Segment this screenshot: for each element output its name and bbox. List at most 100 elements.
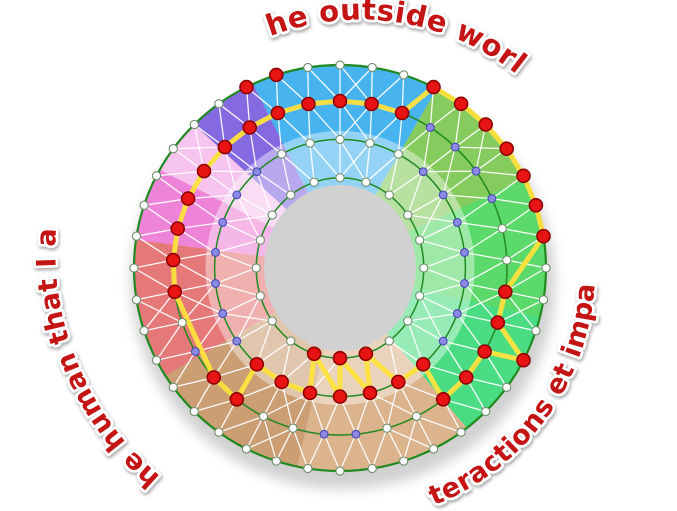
node-white-r3-7[interactable]: [403, 316, 413, 326]
node-red-r3-11[interactable]: [306, 346, 322, 362]
node-white-r0-39[interactable]: [303, 62, 313, 73]
node-white-r0-17[interactable]: [428, 444, 439, 454]
node-white-r2-25[interactable]: [305, 138, 315, 148]
node-purple-r2-17[interactable]: [232, 336, 242, 346]
node-white-r3-19[interactable]: [309, 177, 319, 187]
node-white-r0-10[interactable]: [541, 263, 551, 273]
node-red-r1-1[interactable]: [364, 96, 379, 112]
node-white-r0-20[interactable]: [335, 466, 345, 476]
node-white-r3-13[interactable]: [267, 316, 277, 326]
node-white-r3-1[interactable]: [361, 177, 371, 187]
node-white-r2-1[interactable]: [365, 138, 375, 148]
node-purple-r2-22[interactable]: [232, 190, 242, 200]
node-white-r0-22[interactable]: [271, 456, 281, 466]
node-white-r0-26[interactable]: [168, 382, 178, 392]
node-red-r1-31[interactable]: [270, 105, 286, 121]
node-white-r3-3[interactable]: [403, 210, 413, 220]
node-purple-r1-17[interactable]: [319, 429, 329, 439]
node-red-r3-10[interactable]: [332, 350, 348, 366]
node-white-r0-15[interactable]: [481, 406, 491, 417]
node-white-r3-17[interactable]: [267, 210, 277, 220]
node-white-r2-2[interactable]: [393, 149, 403, 159]
node-white-r0-34[interactable]: [168, 144, 178, 154]
node-purple-r2-23[interactable]: [252, 167, 262, 177]
node-white-r0-19[interactable]: [367, 463, 377, 474]
node-white-r0-36[interactable]: [214, 99, 224, 109]
node-red-r0-13[interactable]: [516, 352, 531, 368]
node-red-r1-20[interactable]: [229, 391, 245, 407]
node-red-r1-30[interactable]: [242, 120, 257, 135]
node-white-r3-6[interactable]: [415, 291, 425, 301]
node-white-r0-0[interactable]: [335, 60, 345, 70]
node-white-r3-18[interactable]: [286, 190, 296, 200]
node-white-r0-31[interactable]: [131, 231, 142, 241]
node-purple-r1-3[interactable]: [425, 123, 435, 132]
node-purple-r2-5[interactable]: [452, 217, 462, 227]
node-white-r1-7[interactable]: [497, 223, 507, 234]
node-white-r3-5[interactable]: [419, 263, 429, 273]
node-purple-r2-20[interactable]: [211, 248, 220, 257]
node-purple-r2-19[interactable]: [211, 279, 220, 288]
node-white-r0-11[interactable]: [538, 295, 549, 305]
node-white-r1-8[interactable]: [502, 255, 512, 265]
node-red-r0-4[interactable]: [453, 96, 469, 112]
node-red-r1-29[interactable]: [217, 139, 233, 155]
node-white-r3-4[interactable]: [415, 235, 425, 245]
node-red-r1-32[interactable]: [301, 96, 316, 112]
sector-blue[interactable]: [252, 65, 437, 195]
node-white-r0-28[interactable]: [139, 326, 149, 336]
node-red-r2-14[interactable]: [302, 385, 318, 401]
node-red-r2-12[interactable]: [362, 385, 378, 401]
node-white-r0-25[interactable]: [189, 406, 199, 417]
node-red-r0-7[interactable]: [516, 168, 531, 184]
node-red-r1-13[interactable]: [435, 391, 451, 407]
node-purple-r2-18[interactable]: [218, 309, 228, 319]
node-red-r1-9[interactable]: [497, 284, 513, 300]
node-white-r0-23[interactable]: [241, 444, 252, 454]
node-red-r1-26[interactable]: [170, 221, 185, 236]
node-white-r3-8[interactable]: [384, 336, 394, 346]
node-red-r1-24[interactable]: [167, 284, 182, 300]
node-white-r0-2[interactable]: [399, 70, 409, 80]
node-white-r1-14[interactable]: [411, 411, 422, 422]
sector-pink-pale[interactable]: [159, 124, 287, 228]
node-purple-r2-21[interactable]: [218, 217, 228, 227]
node-white-r1-15[interactable]: [382, 423, 392, 433]
node-white-r0-1[interactable]: [367, 62, 377, 73]
node-red-r2-15[interactable]: [274, 374, 290, 390]
node-purple-r1-4[interactable]: [450, 142, 460, 152]
node-red-r1-0[interactable]: [332, 93, 348, 109]
node-white-r3-2[interactable]: [384, 190, 394, 200]
node-purple-r1-22[interactable]: [190, 347, 200, 356]
node-red-r1-25[interactable]: [165, 252, 181, 268]
node-white-r0-27[interactable]: [151, 355, 162, 365]
node-white-r0-32[interactable]: [139, 200, 149, 210]
node-white-r1-18[interactable]: [288, 423, 298, 433]
node-white-r0-24[interactable]: [214, 427, 224, 437]
node-red-r0-9[interactable]: [536, 228, 551, 244]
node-white-r3-12[interactable]: [286, 336, 296, 346]
node-white-r3-16[interactable]: [255, 235, 265, 245]
sector-purple[interactable]: [194, 84, 308, 210]
node-red-r0-3[interactable]: [426, 79, 441, 95]
node-white-r1-19[interactable]: [258, 411, 269, 422]
node-purple-r2-4[interactable]: [438, 190, 448, 200]
node-purple-r2-8[interactable]: [452, 309, 462, 319]
node-red-r2-11[interactable]: [390, 374, 406, 390]
node-purple-r2-7[interactable]: [460, 279, 469, 288]
node-red-r3-9[interactable]: [358, 346, 374, 362]
node-purple-r1-5[interactable]: [471, 166, 481, 176]
node-white-r0-12[interactable]: [531, 326, 541, 336]
node-red-r1-10[interactable]: [490, 315, 506, 330]
node-white-r0-18[interactable]: [399, 456, 409, 466]
node-red-r1-2[interactable]: [394, 105, 410, 121]
node-red-r2-13[interactable]: [332, 389, 348, 404]
node-purple-r2-9[interactable]: [438, 336, 448, 346]
node-white-r0-33[interactable]: [151, 171, 162, 181]
node-red-r1-28[interactable]: [196, 163, 212, 179]
sector-pink[interactable]: [136, 169, 274, 257]
node-white-r2-0[interactable]: [335, 134, 345, 145]
node-white-r0-29[interactable]: [131, 295, 142, 305]
node-white-r3-0[interactable]: [335, 173, 345, 183]
node-red-r0-37[interactable]: [239, 79, 254, 95]
